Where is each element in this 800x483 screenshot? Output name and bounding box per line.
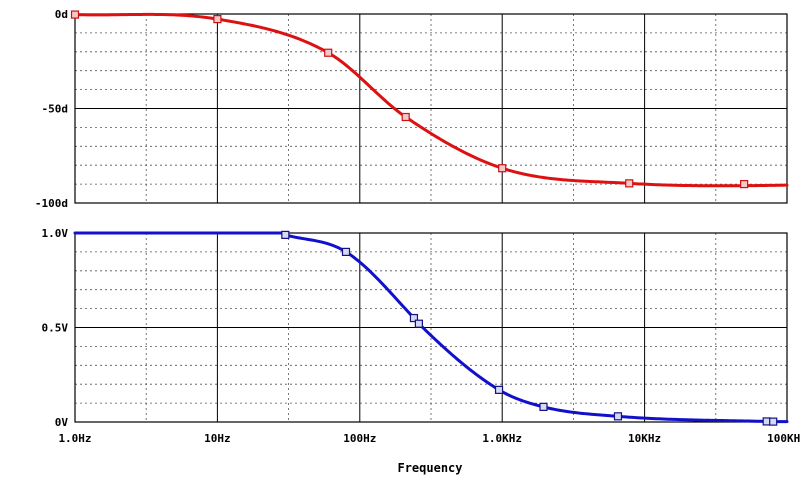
series-line	[73, 12, 789, 188]
y-tick-label: 0d	[55, 8, 68, 21]
series-line	[73, 231, 789, 424]
data-point	[769, 417, 778, 426]
data-point	[213, 15, 222, 24]
y-tick-label: 0.5V	[42, 322, 69, 335]
data-point	[409, 313, 419, 323]
y-tick-label: 0V	[55, 416, 69, 429]
data-point	[414, 319, 423, 328]
x-tick-label: 1.0KHz	[482, 432, 522, 445]
y-tick-label: -50d	[42, 103, 69, 116]
x-tick-label: 10Hz	[204, 432, 231, 445]
x-tick-label: 10KHz	[628, 432, 661, 445]
x-tick-label: 1.0Hz	[58, 432, 91, 445]
x-tick-label: 100KHz	[767, 432, 800, 445]
data-point	[281, 230, 290, 239]
data-point	[494, 385, 504, 394]
curve-layer	[73, 12, 789, 424]
data-point	[341, 247, 351, 256]
frame-layer	[74, 13, 788, 423]
data-point	[539, 402, 548, 411]
data-point	[324, 48, 333, 57]
y-tick-label: 1.0V	[42, 227, 69, 240]
data-point	[401, 112, 410, 122]
data-point	[740, 180, 749, 189]
grid-layer	[75, 14, 787, 422]
y-tick-label: -100d	[35, 197, 68, 210]
data-point	[70, 10, 80, 19]
label-layer: 0d -50d -100d 1.0V 0.5V 0V 1.0Hz 10Hz 100Hz 1.0KH…	[35, 8, 800, 445]
marker-layer	[70, 10, 778, 426]
x-axis-title: Frequency	[397, 461, 462, 475]
panel-frame	[74, 232, 788, 423]
data-point	[625, 179, 634, 188]
panel-frame	[74, 13, 788, 204]
x-tick-label: 100Hz	[343, 432, 376, 445]
data-point	[613, 412, 623, 421]
data-point	[498, 164, 507, 173]
